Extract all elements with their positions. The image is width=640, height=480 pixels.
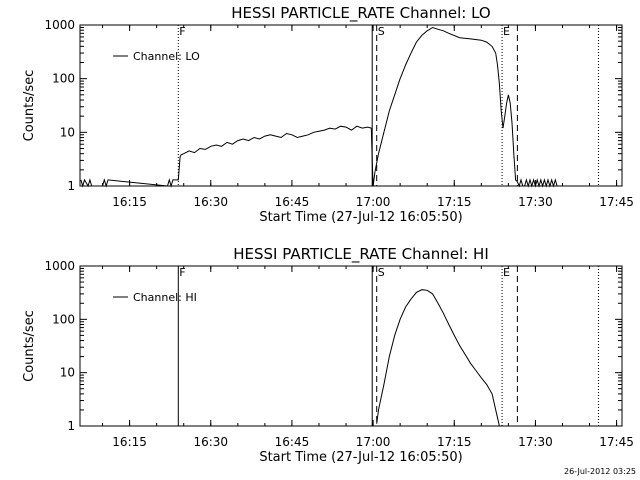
y-axis-label: Counts/sec xyxy=(22,70,37,142)
x-tick-label: 16:45 xyxy=(275,195,310,209)
x-tick-label: 17:45 xyxy=(599,195,634,209)
chart-panel-hi: HESSI PARTICLE_RATE Channel: HI 16:15 16:3… xyxy=(22,245,634,465)
x-tick-label: 17:00 xyxy=(356,435,391,449)
footer-timestamp: 26-Jul-2012 03:25 xyxy=(564,467,636,476)
event-marker-label: S xyxy=(378,25,385,38)
chart-panel-lo: HESSI PARTICLE_RATE Channel: LO 16:15 16:3… xyxy=(22,4,634,225)
event-marker-label: F xyxy=(179,25,185,38)
x-tick-label: 17:00 xyxy=(356,195,391,209)
event-marker-label: F xyxy=(179,266,185,279)
chart-title: HESSI PARTICLE_RATE Channel: HI xyxy=(233,245,489,264)
y-tick-label: 10 xyxy=(60,125,75,139)
x-tick-label: 17:15 xyxy=(437,435,472,449)
x-tick-label: 17:15 xyxy=(437,195,472,209)
event-marker-label: E xyxy=(503,25,510,38)
legend-label: Channel: LO xyxy=(133,50,200,63)
x-tick-label: 16:15 xyxy=(112,195,147,209)
event-marker-label: E xyxy=(503,266,510,279)
y-tick-label: 1 xyxy=(67,419,75,433)
x-tick-label: 17:45 xyxy=(599,435,634,449)
series-line xyxy=(80,26,558,188)
chart-title: HESSI PARTICLE_RATE Channel: LO xyxy=(231,4,490,23)
plot-frame xyxy=(79,24,623,187)
x-axis-label: Start Time (27-Jul-12 16:05:50) xyxy=(259,210,462,225)
x-tick-label: 16:30 xyxy=(193,435,228,449)
plot-frame xyxy=(79,265,623,427)
y-tick-label: 100 xyxy=(52,72,75,86)
y-axis-label: Counts/sec xyxy=(22,310,37,382)
y-tick-label: 10 xyxy=(60,366,75,380)
y-tick-label: 1000 xyxy=(44,259,75,273)
x-tick-label: 17:30 xyxy=(518,195,553,209)
legend-label: Channel: HI xyxy=(133,291,197,304)
x-tick-label: 17:30 xyxy=(518,435,553,449)
y-tick-label: 1000 xyxy=(44,18,75,32)
x-tick-label: 16:15 xyxy=(112,435,147,449)
x-tick-label: 16:30 xyxy=(193,195,228,209)
x-tick-label: 16:45 xyxy=(275,435,310,449)
x-axis-label: Start Time (27-Jul-12 16:05:50) xyxy=(259,450,462,465)
y-tick-label: 100 xyxy=(52,312,75,326)
y-tick-label: 1 xyxy=(67,179,75,193)
event-marker-label: S xyxy=(378,266,385,279)
series-line xyxy=(376,289,500,427)
